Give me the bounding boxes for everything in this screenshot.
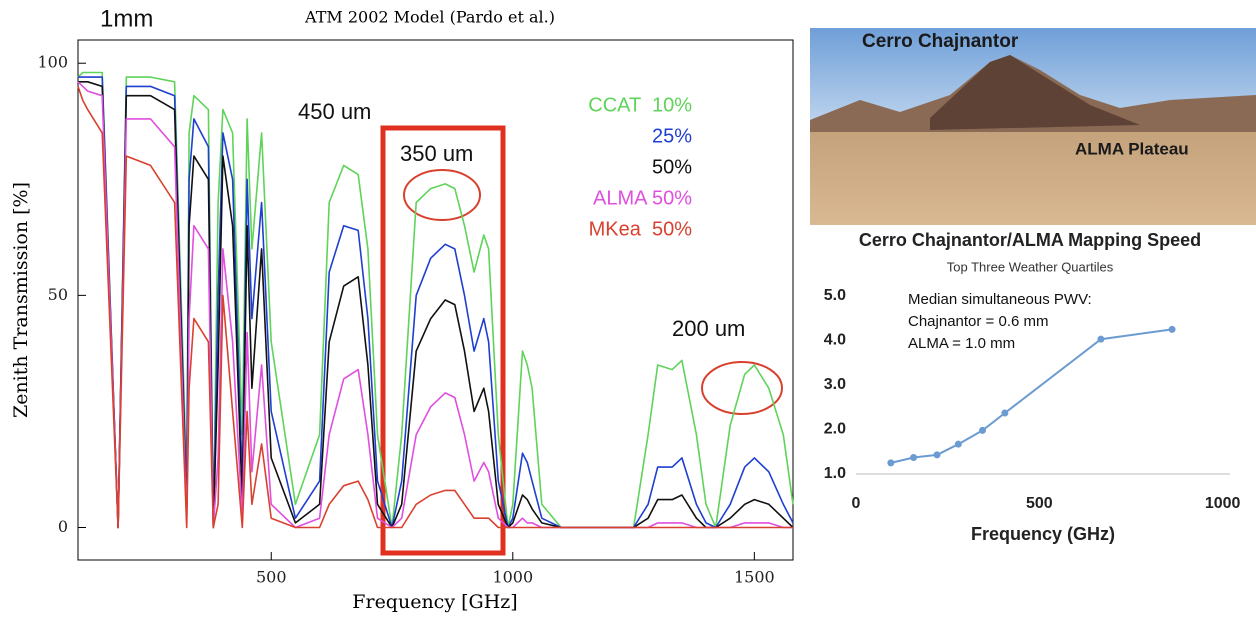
y-tick-label: 5.0 xyxy=(824,287,846,304)
chart-title: Cerro Chajnantor/ALMA Mapping Speed xyxy=(859,230,1201,250)
plot-frame xyxy=(77,39,794,561)
annotation: 200 um xyxy=(672,316,745,341)
chart-subtitle: Top Three Weather Quartiles xyxy=(947,259,1114,274)
annotation: ALMA = 1.0 mm xyxy=(908,335,1015,352)
photo-label: ALMA Plateau xyxy=(1075,139,1189,158)
x-tick-label: 0 xyxy=(852,495,861,512)
data-point xyxy=(887,459,895,467)
y-tick-label: 2.0 xyxy=(824,421,846,438)
annotation: 1mm xyxy=(100,5,153,32)
y-tick-label: 50 xyxy=(48,285,68,304)
legend-entry: CCAT 10% xyxy=(588,94,692,116)
series-line xyxy=(77,81,793,529)
x-tick-label: 1500 xyxy=(734,568,775,587)
data-point xyxy=(933,451,941,459)
y-tick-label: 3.0 xyxy=(824,376,846,393)
annotation: 450 um xyxy=(298,99,371,124)
legend-entry: 50% xyxy=(652,156,692,178)
photo: Cerro Chajnantor ALMA Plateau xyxy=(810,28,1256,225)
data-point xyxy=(910,454,918,462)
x-axis-label: Frequency [GHz] xyxy=(352,591,517,613)
data-point xyxy=(1097,335,1105,343)
y-tick-label: 4.0 xyxy=(824,332,846,349)
y-tick-label: 100 xyxy=(37,53,68,72)
series-line xyxy=(77,86,793,529)
photo-label: Cerro Chajnantor xyxy=(862,31,1019,52)
x-tick-label: 1000 xyxy=(492,568,533,587)
x-tick-label: 500 xyxy=(1026,495,1053,512)
annotation: Median simultaneous PWV: xyxy=(908,291,1092,308)
y-tick-label: 0 xyxy=(58,517,68,536)
highlight-ellipse xyxy=(701,361,783,415)
series-line xyxy=(78,81,794,529)
highlight-ellipse xyxy=(403,169,481,221)
legend-entry: ALMA 50% xyxy=(593,187,692,209)
data-point xyxy=(954,440,962,448)
highlight-box xyxy=(380,125,506,556)
chart-title: ATM 2002 Model (Pardo et al.) xyxy=(304,8,555,27)
data-point xyxy=(1168,325,1176,333)
x-tick-label: 1000 xyxy=(1205,495,1241,512)
y-axis-label: Zenith Transmission [%] xyxy=(10,182,32,418)
annotation: 350 um xyxy=(400,141,473,166)
series-line xyxy=(77,71,794,529)
y-tick-label: 1.0 xyxy=(824,465,846,482)
annotation: Chajnantor = 0.6 mm xyxy=(908,313,1049,330)
series-line xyxy=(78,76,794,529)
legend-entry: MKea 50% xyxy=(589,218,693,240)
series-line xyxy=(890,328,1173,464)
x-axis-label: Frequency (GHz) xyxy=(971,524,1115,544)
x-tick-label: 500 xyxy=(256,568,287,587)
data-point xyxy=(979,426,986,434)
legend-entry: 25% xyxy=(652,125,692,147)
data-point xyxy=(1001,409,1009,417)
